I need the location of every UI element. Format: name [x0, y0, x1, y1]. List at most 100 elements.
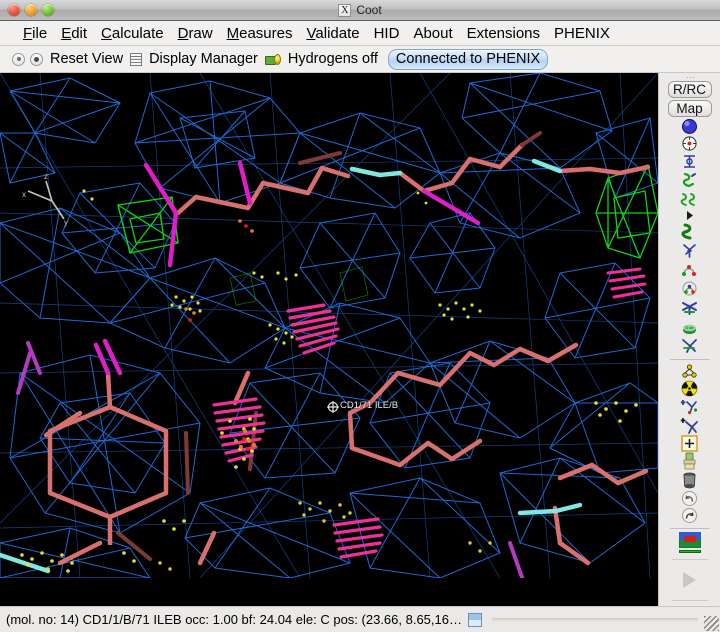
biohazard-icon[interactable]	[677, 380, 703, 397]
auto-fit-rotamer-icon[interactable]	[677, 260, 703, 279]
minimize-button[interactable]	[25, 4, 37, 16]
body-row: z x y CD1/71 ILE/B R/RC Map	[0, 73, 720, 606]
model-bonds-background	[116, 131, 542, 561]
regularize-zone-icon[interactable]	[677, 190, 703, 209]
menu-calculate-label: alculate	[111, 24, 164, 42]
menu-measures-label: easures	[239, 24, 293, 42]
menu-validate-label: alidate	[315, 24, 360, 42]
axis-label-x: x	[22, 190, 26, 199]
menu-extensions[interactable]: Extensions	[460, 24, 547, 43]
menu-bar: File Edit Calculate Draw Measures Valida…	[0, 21, 720, 46]
map-colour-swatch[interactable]	[467, 612, 482, 627]
status-rail	[491, 617, 698, 622]
contact-dots	[20, 189, 638, 573]
target-sphere-icon[interactable]	[677, 135, 703, 152]
undo-icon[interactable]	[677, 490, 703, 507]
menu-validate-mnemonic: V	[306, 24, 316, 42]
status-bar: (mol. no: 14) CD1/1/B/71 ILEB occ: 1.00 …	[0, 606, 720, 632]
add-terminal-icon[interactable]	[677, 397, 703, 416]
refine-progress-indicator	[678, 549, 701, 554]
reset-view-radio-a[interactable]	[12, 52, 25, 66]
title-bar: X Coot	[0, 0, 720, 21]
menu-hid-label: HID	[373, 24, 400, 42]
zoom-button[interactable]	[42, 4, 54, 16]
selected-atom-marker	[327, 401, 339, 413]
menu-draw-mnemonic: D	[177, 24, 189, 42]
phenix-connection-status[interactable]: Connected to PHENIX	[387, 48, 549, 70]
reset-view-button[interactable]: Reset View	[50, 51, 124, 67]
menu-about[interactable]: About	[406, 24, 459, 43]
sphere-icon[interactable]	[677, 118, 703, 135]
menu-draw[interactable]: Draw	[171, 24, 220, 43]
map-button[interactable]: Map	[667, 99, 712, 117]
model-bonds-purple	[16, 341, 525, 578]
model-bonds-carbon	[43, 142, 651, 566]
hydrogens-plug-icon	[264, 53, 281, 65]
menu-draw-label: raw	[188, 24, 213, 42]
menu-phenix[interactable]: PHENIX	[547, 24, 617, 43]
model-bonds-cyan	[0, 158, 583, 574]
aromatic-ring	[47, 372, 169, 545]
axis-indicator	[27, 180, 65, 220]
add-alt-conf-icon[interactable]	[677, 416, 703, 435]
resize-grip[interactable]	[704, 616, 719, 631]
menu-calculate-mnemonic: C	[101, 24, 112, 42]
rigid-body-fit-icon[interactable]	[677, 222, 703, 241]
atom-label: CD1/71 ILE/B	[340, 400, 399, 411]
torsion-fit-icon[interactable]: S de	[677, 317, 703, 336]
pink-disc-cluster-1	[286, 303, 340, 355]
x11-icon: X	[338, 3, 352, 17]
menu-edit-mnemonic: E	[61, 24, 72, 42]
menu-validate[interactable]: Validate	[299, 24, 366, 43]
pink-disc-cluster-3	[332, 517, 384, 559]
molecular-graphics-canvas[interactable]: z x y CD1/71 ILE/B	[0, 73, 658, 606]
window-title-group: X Coot	[0, 3, 720, 17]
flip-peptide-icon[interactable]	[677, 336, 703, 355]
axis-indicator-labels: z x y	[22, 172, 68, 227]
delete-icon[interactable]	[677, 471, 703, 490]
refinement-weight-icon[interactable]	[677, 531, 703, 548]
display-manager-icon	[130, 52, 143, 66]
rotamers-icon[interactable]	[677, 279, 703, 298]
map-mesh-blue-fine	[0, 73, 658, 578]
display-manager-button[interactable]: Display Manager	[149, 51, 258, 67]
close-button[interactable]	[8, 4, 20, 16]
right-toolbar: R/RC Map	[658, 73, 720, 606]
main-toolbar: Reset View Display Manager Hydrogens off…	[0, 46, 720, 73]
menu-calculate[interactable]: Calculate	[94, 24, 171, 43]
model-bonds-magenta	[93, 160, 481, 376]
menu-phenix-label: PHENIX	[554, 24, 610, 42]
mutate-residue-icon[interactable]	[677, 363, 703, 380]
svg-text:S de: S de	[685, 325, 694, 330]
clear-pending-icon[interactable]	[677, 452, 703, 471]
difference-map-green-faint	[229, 266, 369, 306]
menu-measures-mnemonic: M	[226, 24, 240, 42]
menu-file[interactable]: File	[16, 24, 54, 43]
play-triangle-icon[interactable]	[683, 571, 696, 588]
map-and-model-scene: z x y	[0, 73, 658, 578]
menu-edit[interactable]: Edit	[54, 24, 94, 43]
axis-label-y: y	[64, 218, 68, 227]
rotate-translate-icon[interactable]	[677, 241, 703, 260]
menu-extensions-label: Extensions	[466, 24, 541, 42]
ramachandran-icon[interactable]	[677, 171, 703, 190]
window-title: Coot	[356, 3, 382, 17]
status-text: (mol. no: 14) CD1/1/B/71 ILEB occ: 1.00 …	[6, 612, 462, 627]
r-rc-button[interactable]: R/RC	[667, 80, 712, 98]
menu-edit-label: dit	[71, 24, 88, 42]
pink-disc-cluster-4	[606, 267, 647, 299]
fixed-atoms-icon[interactable]	[677, 209, 703, 222]
menu-file-label: ile	[32, 24, 48, 42]
place-atom-icon[interactable]	[677, 434, 703, 452]
reset-view-radio-b[interactable]	[30, 52, 43, 66]
menu-hid[interactable]: HID	[367, 24, 407, 43]
redo-icon[interactable]	[677, 507, 703, 524]
hydrogens-toggle-button[interactable]: Hydrogens off	[287, 51, 378, 67]
torsion-general-icon[interactable]	[677, 152, 703, 171]
toolbar-grip[interactable]	[685, 76, 694, 78]
edit-chi-angles-icon[interactable]	[677, 298, 703, 317]
window-controls	[8, 4, 54, 16]
menu-measures[interactable]: Measures	[220, 24, 300, 43]
axis-label-z: z	[44, 172, 48, 181]
